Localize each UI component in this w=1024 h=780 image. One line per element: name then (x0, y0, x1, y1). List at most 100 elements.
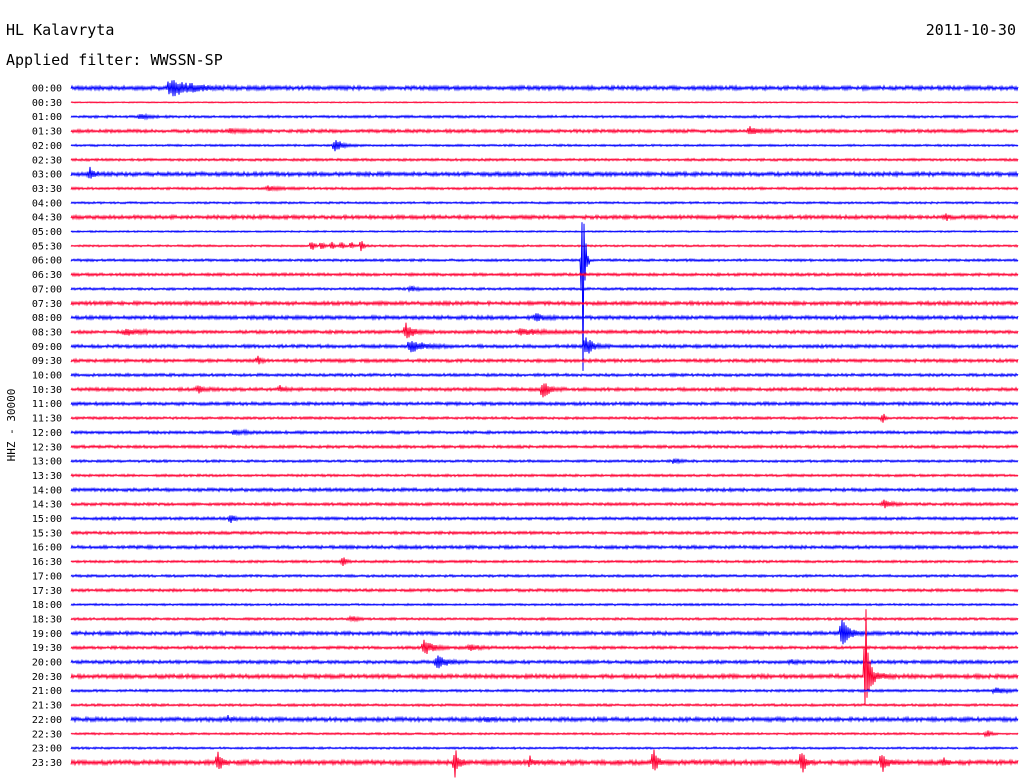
time-label-2300: 23:00 (32, 744, 62, 755)
time-label-0300: 03:00 (32, 170, 62, 181)
time-label-1500: 15:00 (32, 514, 62, 525)
time-label-0600: 06:00 (32, 256, 62, 267)
trace-1630 (70, 557, 1019, 566)
trace-1730 (70, 587, 1019, 594)
trace-1500 (70, 515, 1019, 523)
time-label-0330: 03:30 (32, 184, 62, 195)
time-label-0800: 08:00 (32, 313, 62, 324)
time-label-2130: 21:30 (32, 701, 62, 712)
time-label-1300: 13:00 (32, 457, 62, 468)
trace-2330 (70, 749, 1019, 778)
time-label-0230: 02:30 (32, 155, 62, 166)
time-label-1700: 17:00 (32, 571, 62, 582)
time-label-0400: 04:00 (32, 198, 62, 209)
trace-0700 (70, 285, 1019, 293)
trace-2230 (70, 730, 1019, 738)
time-label-1130: 11:30 (32, 414, 62, 425)
time-label-1200: 12:00 (32, 428, 62, 439)
time-label-1530: 15:30 (32, 528, 62, 539)
time-label-0930: 09:30 (32, 356, 62, 367)
time-label-1830: 18:30 (32, 614, 62, 625)
trace-2000 (70, 655, 1019, 669)
trace-1900 (70, 620, 1019, 645)
time-label-1600: 16:00 (32, 543, 62, 554)
time-label-0430: 04:30 (32, 213, 62, 224)
time-label-0000: 00:00 (32, 84, 62, 95)
trace-0630 (70, 271, 1019, 278)
time-label-1100: 11:00 (32, 399, 62, 410)
trace-1330 (70, 473, 1019, 478)
time-label-0630: 06:30 (32, 270, 62, 281)
time-label-0900: 09:00 (32, 342, 62, 353)
time-label-1430: 14:30 (32, 500, 62, 511)
trace-0430 (70, 213, 1019, 221)
trace-rows: 00:00 00:30 01:00 01:30 02:00 02:30 03:00 03:30… (32, 80, 1019, 778)
time-label-1630: 16:30 (32, 557, 62, 568)
trace-1030 (70, 383, 1019, 398)
time-label-1400: 14:00 (32, 485, 62, 496)
time-label-0130: 01:30 (32, 127, 62, 138)
time-label-1030: 10:30 (32, 385, 62, 396)
trace-1830 (70, 614, 1019, 623)
trace-1000 (70, 372, 1019, 378)
time-label-0100: 01:00 (32, 112, 62, 123)
trace-1400 (70, 486, 1019, 494)
time-label-2200: 22:00 (32, 715, 62, 726)
trace-1930 (70, 639, 1019, 655)
trace-0730 (70, 299, 1019, 307)
trace-1430 (70, 499, 1019, 509)
time-label-2100: 21:00 (32, 686, 62, 697)
time-label-0730: 07:30 (32, 299, 62, 310)
time-label-2330: 23:30 (32, 758, 62, 769)
trace-1600 (70, 543, 1019, 551)
time-label-1730: 17:30 (32, 586, 62, 597)
trace-0130 (70, 126, 1019, 135)
trace-2200 (70, 715, 1019, 724)
time-label-0530: 05:30 (32, 241, 62, 252)
trace-1230 (70, 443, 1019, 450)
time-label-0830: 08:30 (32, 327, 62, 338)
trace-1100 (70, 400, 1019, 407)
trace-2300 (70, 746, 1019, 751)
trace-1130 (70, 413, 1019, 423)
time-label-2230: 22:30 (32, 729, 62, 740)
time-label-1930: 19:30 (32, 643, 62, 654)
trace-0330 (70, 185, 1019, 192)
trace-1300 (70, 457, 1019, 465)
y-axis-label: HHZ - 30000 (5, 389, 18, 462)
time-label-0700: 07:00 (32, 284, 62, 295)
time-label-1230: 12:30 (32, 442, 62, 453)
trace-0800 (70, 313, 1019, 322)
trace-0930 (70, 355, 1019, 365)
trace-0400 (70, 200, 1019, 205)
trace-0600 (70, 222, 1019, 371)
trace-0230 (70, 157, 1019, 163)
trace-1700 (70, 573, 1019, 579)
trace-1530 (70, 530, 1019, 536)
trace-0000 (70, 80, 1019, 97)
trace-0200 (70, 140, 1019, 152)
time-label-1900: 19:00 (32, 629, 62, 640)
trace-0100 (70, 112, 1019, 121)
trace-0300 (70, 166, 1019, 179)
time-label-1800: 18:00 (32, 600, 62, 611)
time-label-2030: 20:30 (32, 672, 62, 683)
time-label-1330: 13:30 (32, 471, 62, 482)
time-label-0200: 02:00 (32, 141, 62, 152)
date-label: 2011-10-30 (925, 21, 1016, 39)
trace-0900 (70, 337, 1019, 354)
trace-0830 (70, 322, 1019, 339)
trace-0530 (70, 241, 1019, 252)
trace-2030 (70, 609, 1019, 705)
filter-label: Applied filter: WWSSN-SP (6, 51, 223, 69)
trace-2100 (70, 687, 1019, 695)
trace-2130 (70, 702, 1019, 708)
trace-0030 (70, 101, 1019, 104)
time-label-1000: 10:00 (32, 371, 62, 382)
trace-1800 (70, 602, 1019, 607)
time-label-2000: 20:00 (32, 658, 62, 669)
station-title: HL Kalavryta (6, 21, 115, 39)
trace-0500 (70, 229, 1019, 234)
trace-1200 (70, 428, 1019, 437)
